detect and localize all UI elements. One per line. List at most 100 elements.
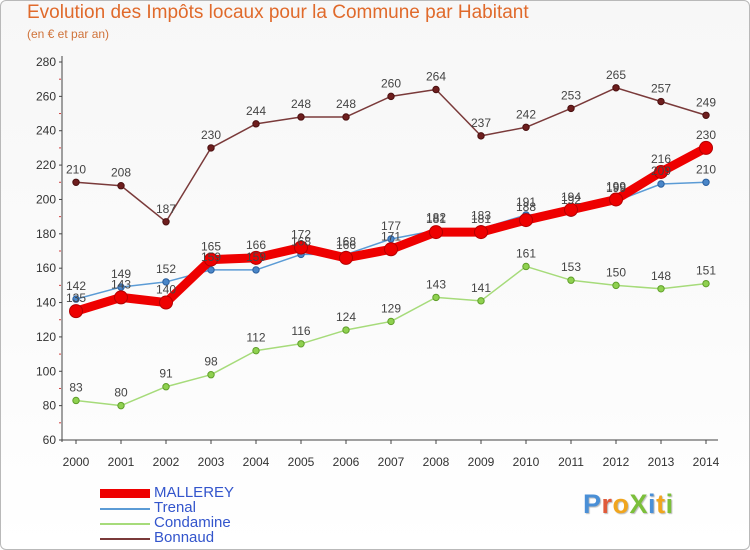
data-label-mallerey: 216 <box>651 152 671 166</box>
data-point-trenal <box>252 266 260 274</box>
data-label-bonnaud: 187 <box>156 202 176 216</box>
x-tick-label: 2000 <box>63 455 90 469</box>
data-point-bonnaud <box>567 104 575 113</box>
data-label-mallerey: 166 <box>246 238 266 252</box>
legend-swatch-condamine <box>100 523 150 525</box>
logo-letter: t <box>656 489 666 519</box>
data-label-trenal: 177 <box>381 219 401 233</box>
data-label-condamine: 116 <box>291 324 310 338</box>
data-label-trenal: 159 <box>201 250 221 264</box>
data-label-mallerey: 194 <box>561 190 581 204</box>
x-tick-label: 2011 <box>558 455 584 469</box>
data-point-bonnaud <box>477 132 485 140</box>
data-point-bonnaud <box>432 85 440 94</box>
logo-letter: o <box>612 489 630 519</box>
data-label-condamine: 124 <box>336 310 356 324</box>
data-point-condamine <box>657 285 665 293</box>
data-point-trenal <box>657 180 665 188</box>
data-point-bonnaud <box>702 111 710 119</box>
data-point-bonnaud <box>72 178 80 186</box>
data-label-mallerey: 181 <box>426 212 446 226</box>
legend-label: Trenal <box>154 499 196 516</box>
data-point-bonnaud <box>162 218 170 226</box>
legend-label: MALLEREY <box>154 484 235 501</box>
data-label-trenal: 168 <box>291 234 311 248</box>
x-tick-label: 2010 <box>513 455 540 469</box>
x-tick-label: 2003 <box>198 455 225 469</box>
data-label-bonnaud: 230 <box>201 128 221 142</box>
data-point-bonnaud <box>657 97 665 106</box>
x-tick-label: 2002 <box>153 455 180 469</box>
x-tick-label: 2008 <box>423 455 450 469</box>
data-label-condamine: 141 <box>471 281 491 295</box>
data-point-bonnaud <box>342 113 350 121</box>
data-label-mallerey: 199 <box>606 179 626 193</box>
data-point-trenal <box>117 283 125 291</box>
data-label-mallerey: 172 <box>291 228 311 242</box>
data-label-mallerey: 181 <box>471 212 491 226</box>
proxiti-logo: ProXiti <box>583 489 674 520</box>
data-label-bonnaud: 244 <box>246 104 266 118</box>
data-point-bonnaud <box>207 144 215 152</box>
data-point-bonnaud <box>252 120 260 128</box>
logo-letter: i <box>648 489 657 519</box>
x-tick-label: 2007 <box>378 455 405 469</box>
data-label-bonnaud: 249 <box>696 95 716 109</box>
data-label-condamine: 143 <box>426 277 446 291</box>
data-label-condamine: 98 <box>204 355 218 369</box>
data-point-condamine <box>477 297 485 305</box>
legend-swatch-mallerey <box>100 489 150 498</box>
data-point-mallerey <box>339 250 353 265</box>
data-point-trenal <box>387 235 395 243</box>
data-label-mallerey: 135 <box>66 291 86 305</box>
data-point-bonnaud <box>612 84 620 92</box>
data-label-bonnaud: 257 <box>651 82 671 96</box>
logo-letter: r <box>601 489 613 519</box>
data-label-condamine: 91 <box>159 367 173 381</box>
data-point-condamine <box>252 346 260 355</box>
data-label-trenal: 191 <box>516 195 536 209</box>
x-tick-label: 2013 <box>648 455 675 469</box>
data-label-mallerey: 188 <box>516 200 536 214</box>
data-label-condamine: 153 <box>561 260 581 274</box>
y-tick-label: 120 <box>36 330 56 344</box>
data-point-bonnaud <box>297 113 305 121</box>
data-point-mallerey <box>654 164 668 179</box>
data-label-mallerey: 166 <box>336 238 356 252</box>
data-point-condamine <box>702 279 710 288</box>
data-label-bonnaud: 248 <box>291 97 311 111</box>
x-tick-label: 2004 <box>243 455 270 469</box>
data-label-bonnaud: 208 <box>111 166 131 180</box>
data-point-condamine <box>297 340 305 348</box>
data-point-trenal <box>162 278 170 286</box>
y-tick-label: 200 <box>36 192 56 206</box>
data-point-mallerey <box>249 250 263 265</box>
data-label-mallerey: 165 <box>201 240 221 254</box>
data-point-mallerey <box>294 240 308 255</box>
data-point-mallerey <box>519 213 533 228</box>
data-label-mallerey: 230 <box>696 128 716 142</box>
data-point-mallerey <box>204 252 218 267</box>
chart-subtitle: (en € et par an) <box>27 27 110 41</box>
data-label-mallerey: 140 <box>156 283 176 297</box>
data-point-mallerey <box>699 140 713 155</box>
x-tick-label: 2014 <box>693 455 720 469</box>
data-label-bonnaud: 265 <box>606 68 626 82</box>
axes: 60 80 100 120 140 160 180 200 220 240 260 280 2000 20… <box>36 55 720 469</box>
data-point-trenal <box>702 178 710 186</box>
y-tick-label: 160 <box>36 261 56 275</box>
data-label-condamine: 151 <box>696 264 716 278</box>
data-label-bonnaud: 264 <box>426 69 446 83</box>
data-label-condamine: 129 <box>381 301 401 315</box>
x-tick-label: 2001 <box>108 455 135 469</box>
data-label-condamine: 80 <box>114 386 128 400</box>
data-label-trenal: 159 <box>246 250 266 264</box>
x-tick-label: 2009 <box>468 455 495 469</box>
data-point-condamine <box>72 396 80 405</box>
data-label-condamine: 150 <box>606 265 626 279</box>
y-tick-label: 60 <box>43 433 57 447</box>
data-label-bonnaud: 248 <box>336 97 356 111</box>
data-label-trenal: 149 <box>111 267 131 281</box>
data-label-trenal: 168 <box>336 234 356 248</box>
data-label-bonnaud: 210 <box>66 162 86 176</box>
